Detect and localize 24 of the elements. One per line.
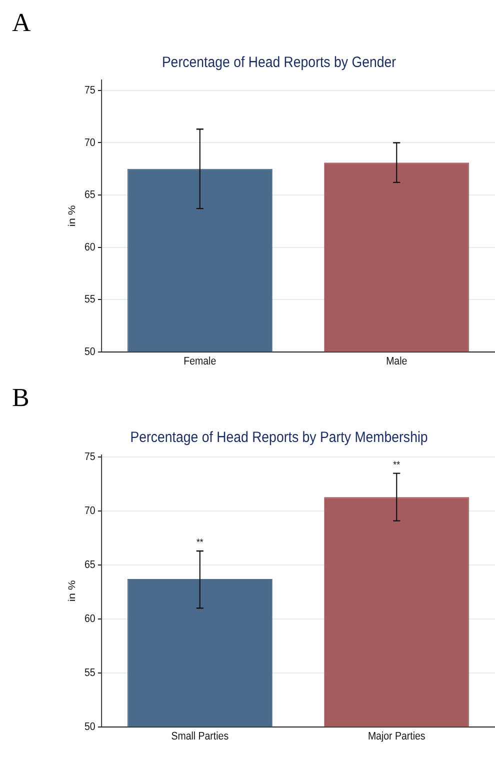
y-tick-label: 70 <box>84 137 96 149</box>
x-tick-label: Major Parties <box>368 730 426 743</box>
chart-title: Percentage of Head Reports by Party Membership <box>130 429 428 446</box>
y-axis-title: in % <box>68 205 78 227</box>
y-axis-title: in % <box>68 580 78 602</box>
y-tick-label: 55 <box>84 294 96 306</box>
x-tick-label: Small Parties <box>171 730 229 743</box>
y-tick-label: 75 <box>84 85 96 97</box>
y-tick-label: 70 <box>84 506 96 518</box>
y-tick-label: 50 <box>84 721 96 734</box>
x-tick-label: Male <box>386 356 408 368</box>
y-tick-label: 75 <box>84 452 96 464</box>
y-tick-label: 60 <box>84 242 96 254</box>
text: B <box>12 383 30 413</box>
y-tick-label: 65 <box>84 560 96 572</box>
y-tick-label: 55 <box>84 667 96 680</box>
chart-title: Percentage of Head Reports by Gender <box>162 54 396 72</box>
annotation: ** <box>393 460 400 472</box>
y-tick-label: 60 <box>84 614 96 626</box>
annotation: ** <box>196 537 204 549</box>
text: A <box>12 8 31 38</box>
y-tick-label: 50 <box>84 346 96 358</box>
x-tick-label: Female <box>184 356 216 368</box>
y-tick-label: 65 <box>84 190 96 202</box>
